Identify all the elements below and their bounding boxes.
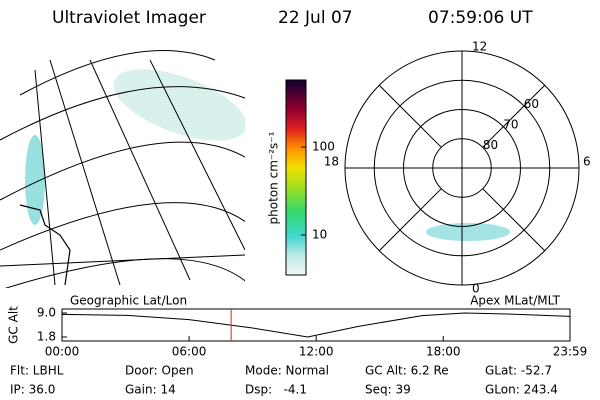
status-field: Mode: Normal xyxy=(245,364,329,378)
status-field: Door: Open xyxy=(125,364,194,378)
polar-spoke xyxy=(378,188,442,252)
colorbar xyxy=(285,79,307,276)
polar-plot xyxy=(426,223,510,241)
status-field: GLon: 243.4 xyxy=(485,383,558,397)
polar-mlt-label: 18 xyxy=(324,155,339,169)
timeline-ylabel: GC Alt xyxy=(7,306,21,344)
timeline-right-label: Apex MLat/MLT xyxy=(470,294,560,308)
altitude-line xyxy=(61,312,571,338)
timeline-xtick-label: 00:00 xyxy=(45,345,80,359)
status-field: GLat: -52.7 xyxy=(485,364,552,378)
polar-lat-label: 70 xyxy=(503,118,518,132)
status-field: Seq: 39 xyxy=(365,383,411,397)
polar-spoke xyxy=(482,188,546,252)
polar-spoke xyxy=(482,84,546,148)
timeline-xtick-label: 18:00 xyxy=(426,345,461,359)
colorbar-tick-label: 10 xyxy=(312,227,327,241)
polar-mlt-label: 0 xyxy=(472,282,480,296)
date: 22 Jul 07 xyxy=(278,8,353,28)
timeline-ytick-label: 1.8 xyxy=(37,330,56,344)
timeline-ytick-label: 9.0 xyxy=(37,306,56,320)
polar-lat-label: 60 xyxy=(524,97,539,111)
status-field: Flt: LBHL xyxy=(10,364,64,378)
polar-mlt-label: 6 xyxy=(583,155,591,169)
time: 07:59:06 UT xyxy=(428,8,533,28)
status-field: Dsp: -4.1 xyxy=(245,383,307,397)
status-field: Gain: 14 xyxy=(125,383,176,397)
timeline-left-label: Geographic Lat/Lon xyxy=(70,294,187,308)
timeline-xtick-label: 12:00 xyxy=(299,345,334,359)
polar-spoke xyxy=(378,84,442,148)
colorbar-label: photon cm⁻²s⁻¹ xyxy=(267,131,281,224)
timeline-xtick-label: 06:00 xyxy=(172,345,207,359)
geo-map xyxy=(0,50,245,288)
timeline-xtick-label: 23:59 xyxy=(553,345,588,359)
status-field: IP: 36.0 xyxy=(10,383,55,397)
title: Ultraviolet Imager xyxy=(52,8,206,28)
polar-mlt-label: 12 xyxy=(472,40,487,54)
status-field: GC Alt: 6.2 Re xyxy=(365,364,449,378)
polar-lat-label: 80 xyxy=(483,138,498,152)
colorbar-tick-label: 100 xyxy=(312,140,335,154)
